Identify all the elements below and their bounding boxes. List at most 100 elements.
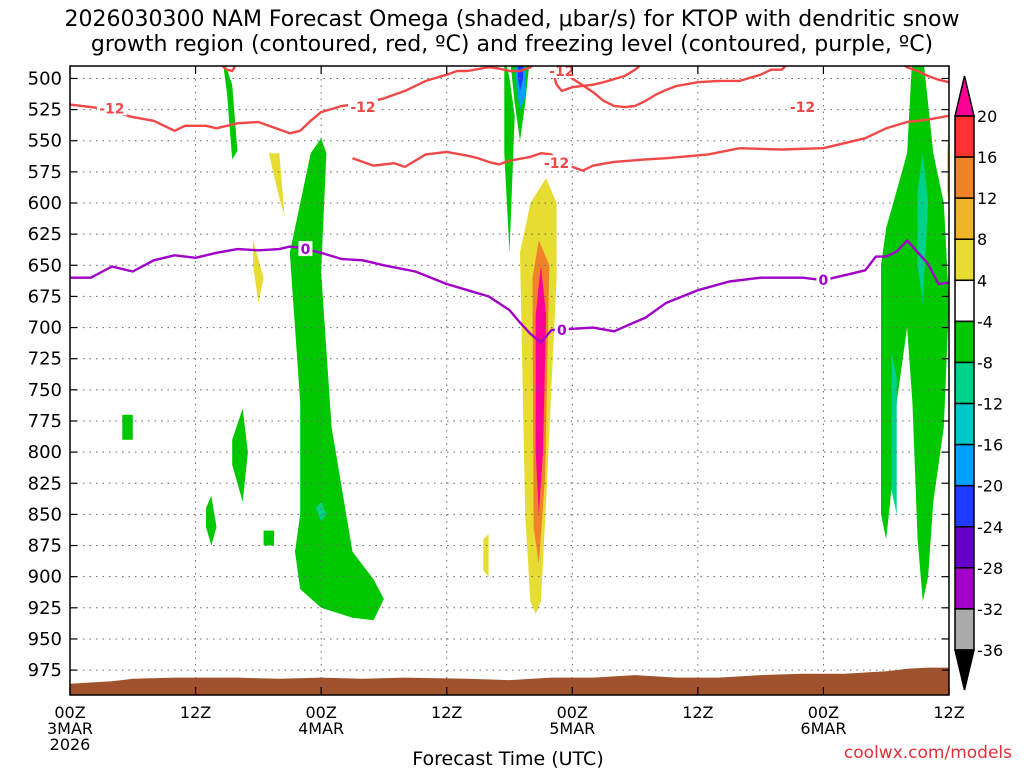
colorbar-label: 16	[977, 148, 997, 167]
omega-region--8	[223, 66, 238, 160]
x-tick-label: 00Z	[54, 703, 85, 722]
dgz-label-bg	[546, 66, 577, 78]
dgz-label-bg	[541, 155, 572, 171]
x-tick-label: 2026	[50, 735, 91, 754]
y-tick-label: 725	[28, 349, 62, 370]
omega-region-4	[253, 240, 264, 303]
colorbar-label: 8	[977, 230, 987, 249]
colorbar-label: 12	[977, 189, 997, 208]
colorbar-swatch	[954, 402, 975, 446]
colorbar-label: -4	[977, 312, 993, 331]
terrain-layer	[70, 667, 949, 695]
omega-region--8	[263, 530, 275, 546]
omega-region-4	[483, 534, 489, 577]
omega-region--8	[289, 138, 384, 621]
x-tick-label: 3MAR	[47, 719, 93, 738]
omega-shading-layer	[122, 66, 949, 621]
credit: coolwx.com/models	[843, 743, 1012, 763]
colorbar-label: 4	[977, 271, 987, 290]
x-tick-label: 12Z	[180, 703, 211, 722]
dgz-label-bg	[787, 99, 818, 115]
freezing-level-label: 0	[301, 242, 311, 258]
y-tick-label: 850	[28, 504, 62, 525]
y-tick-label: 675	[28, 286, 62, 307]
colorbar-label: -12	[977, 395, 1003, 414]
y-tick-label: 650	[28, 255, 62, 276]
omega-region--8	[122, 414, 133, 440]
y-tick-label: 625	[28, 224, 62, 245]
freezing-label-bg	[816, 272, 831, 288]
plot-frame	[69, 65, 950, 696]
freezing-level-label: 0	[557, 323, 567, 339]
dgz-label-bg	[96, 100, 127, 116]
x-tick-label: 12Z	[431, 703, 462, 722]
colorbar-label: -24	[977, 518, 1003, 537]
colorbar-swatch	[954, 608, 975, 651]
colorbar-label: -16	[977, 436, 1003, 455]
y-tick-label: 950	[28, 629, 62, 650]
dgz-contour-label: -12	[549, 64, 574, 80]
dgz-contour-line-middle	[352, 114, 949, 172]
colorbar-swatch	[954, 279, 975, 323]
dgz-contour-label: -12	[790, 100, 815, 116]
y-tick-label: 550	[28, 131, 62, 152]
terrain-surface	[70, 667, 949, 695]
x-tick-label: 00Z	[557, 703, 588, 722]
y-tick-label: 600	[28, 193, 62, 214]
colorbar-label: -36	[977, 641, 1003, 660]
y-tick-label: 825	[28, 473, 62, 494]
y-tick-label: 875	[28, 536, 62, 557]
omega-region--8	[881, 66, 949, 602]
freezing-label-bg	[298, 241, 313, 257]
title-line-2: growth region (contoured, red, ºC) and f…	[90, 32, 934, 57]
dgz-contour-line-upper	[70, 66, 642, 135]
y-tick-label: 575	[28, 162, 62, 183]
x-axis-label: Forecast Time (UTC)	[412, 748, 603, 768]
dgz-contour-label: -12	[544, 156, 569, 172]
colorbar-label: 20	[977, 107, 997, 126]
y-tick-label: 900	[28, 567, 62, 588]
y-tick-label: 750	[28, 380, 62, 401]
colorbar-swatch	[954, 567, 975, 610]
colorbar-label: -8	[977, 353, 993, 372]
omega-region--8	[206, 495, 217, 546]
colorbar: 20 16 12 8 4 -4 -8 -12 -16 -20 -24 -28 -32 -36	[954, 75, 1003, 691]
colorbar-swatch	[954, 115, 975, 158]
omega-region--8	[232, 408, 248, 502]
colorbar-label: -32	[977, 600, 1003, 619]
y-tick-label: 925	[28, 598, 62, 619]
colorbar-swatch	[954, 238, 975, 282]
x-tick-label: 12Z	[682, 703, 713, 722]
y-tick-label: 700	[28, 318, 62, 339]
colorbar-bottom-arrow	[954, 649, 975, 691]
omega-region--8	[504, 66, 515, 253]
y-tick-label: 975	[28, 660, 62, 681]
dgz-contour-line-lower	[220, 66, 949, 109]
colorbar-label: -20	[977, 477, 1003, 496]
omega-region--12	[891, 352, 897, 515]
freezing-level-label: 0	[819, 273, 829, 289]
grid-layer	[70, 66, 949, 695]
contour-layer: -12 -12 -12 -12 -12 0 0 0	[70, 64, 949, 344]
colorbar-swatch	[954, 526, 975, 569]
x-tick-label: 5MAR	[549, 719, 595, 738]
colorbar-swatch	[954, 156, 975, 199]
x-tick-label: 6MAR	[800, 719, 846, 738]
y-tick-label: 800	[28, 442, 62, 463]
freezing-level-line	[70, 239, 949, 344]
colorbar-top-arrow	[954, 75, 975, 117]
y-tick-label: 525	[28, 100, 62, 121]
y-tick-label: 500	[28, 68, 62, 89]
colorbar-swatch	[954, 484, 975, 528]
omega-region--20	[517, 66, 524, 91]
y-tick-label: 775	[28, 411, 62, 432]
omega-region--12	[917, 153, 929, 303]
freezing-label-bg	[554, 322, 569, 338]
y-axis: 500 525 550 575 600 625 650 675 700 725 750 775 800 8…	[28, 68, 949, 681]
x-tick-label: 00Z	[808, 703, 839, 722]
dgz-label-bg	[348, 99, 378, 115]
colorbar-label: -28	[977, 559, 1003, 578]
x-tick-label: 12Z	[933, 703, 964, 722]
